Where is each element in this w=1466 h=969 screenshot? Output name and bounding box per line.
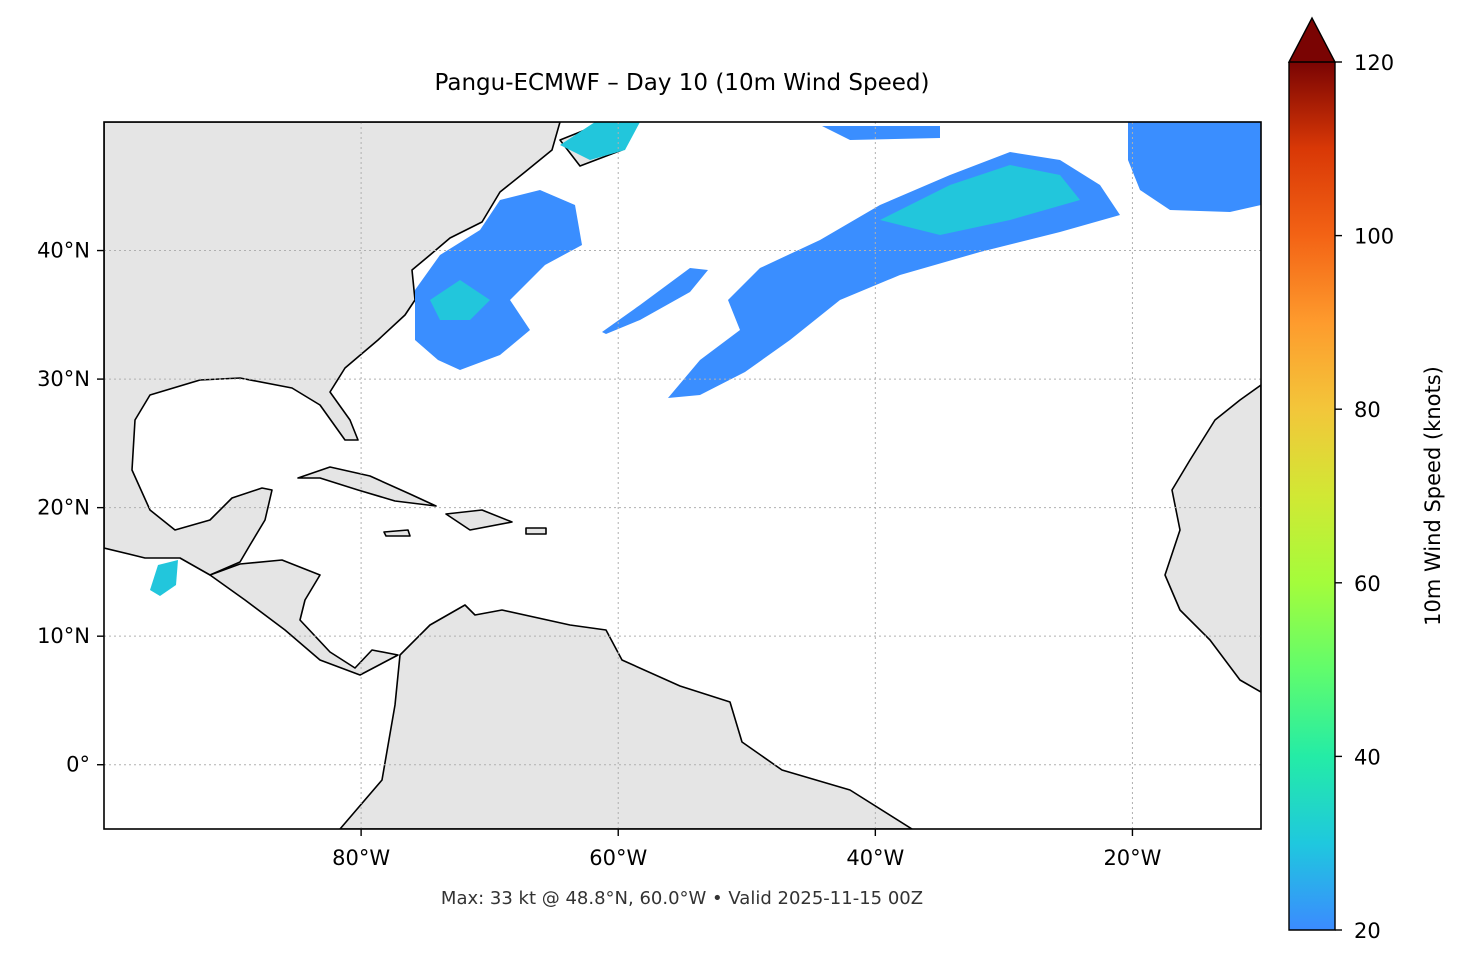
wind-swath bbox=[1128, 122, 1261, 212]
wind-core bbox=[430, 280, 490, 320]
y-tick-label: 20°N bbox=[37, 496, 90, 520]
colorbar-tick-label: 80 bbox=[1354, 398, 1381, 422]
x-tick-label: 80°W bbox=[332, 846, 390, 870]
colorbar-tick-label: 60 bbox=[1354, 572, 1381, 596]
central-america bbox=[209, 559, 399, 676]
y-tick-label: 10°N bbox=[37, 624, 90, 648]
wind-core bbox=[560, 122, 640, 160]
africa bbox=[1164, 384, 1261, 693]
colorbar-tick-label: 100 bbox=[1354, 225, 1394, 249]
colorbar-tick-label: 20 bbox=[1354, 919, 1381, 943]
colorbar-tick-label: 40 bbox=[1354, 745, 1381, 769]
x-tick-label: 20°W bbox=[1103, 846, 1161, 870]
y-tick-label: 40°N bbox=[37, 239, 90, 263]
cuba bbox=[297, 466, 437, 507]
map bbox=[104, 122, 1261, 829]
colorbar bbox=[1289, 62, 1335, 930]
wind-core bbox=[880, 165, 1080, 235]
y-tick-label: 30°N bbox=[37, 367, 90, 391]
south-america bbox=[339, 604, 913, 829]
colorbar-extend bbox=[1287, 16, 1337, 63]
map-frame bbox=[103, 121, 1262, 830]
colorbar-label: 10m Wind Speed (knots) bbox=[1421, 366, 1445, 626]
colorbar-tick-label: 120 bbox=[1354, 51, 1394, 75]
wind-swath bbox=[415, 190, 582, 370]
wind-swath bbox=[602, 268, 708, 334]
y-tick-label: 0° bbox=[66, 753, 90, 777]
footer-note: Max: 33 kt @ 48.8°N, 60.0°W • Valid 2025… bbox=[441, 888, 923, 909]
wind-swath bbox=[822, 126, 940, 140]
puerto-rico bbox=[525, 527, 547, 535]
x-tick-label: 60°W bbox=[589, 846, 647, 870]
hispaniola bbox=[445, 509, 513, 531]
chart-title: Pangu-ECMWF – Day 10 (10m Wind Speed) bbox=[435, 70, 930, 96]
north-america bbox=[104, 122, 561, 576]
wind-swath bbox=[150, 560, 178, 596]
x-tick-label: 40°W bbox=[846, 846, 904, 870]
jamaica bbox=[383, 529, 411, 537]
colorbar-frame bbox=[1288, 62, 1336, 931]
